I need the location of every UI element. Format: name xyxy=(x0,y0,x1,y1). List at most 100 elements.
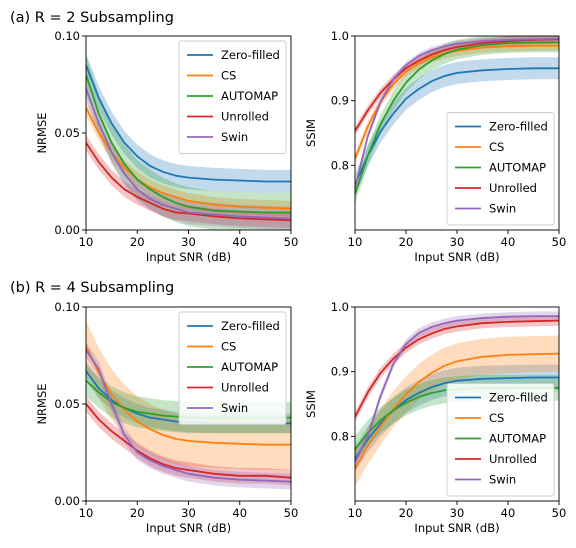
legend-box xyxy=(446,383,555,497)
legend-label-swin: Swin xyxy=(489,473,516,487)
y-tick-label: 0.9 xyxy=(331,365,349,379)
line-automap xyxy=(355,41,559,195)
band-automap xyxy=(355,36,559,205)
y-tick-label: 0.9 xyxy=(331,94,349,108)
legend-label-cs: CS xyxy=(221,340,236,354)
band-cs xyxy=(86,320,291,470)
legend-label-cs: CS xyxy=(489,411,504,425)
y-tick-label: 0.10 xyxy=(54,29,80,43)
band-cs xyxy=(86,100,291,217)
x-tick-label: 40 xyxy=(232,235,247,249)
legend-label-swin: Swin xyxy=(221,130,248,144)
x-tick-label: 20 xyxy=(399,235,414,249)
x-tick-label: 30 xyxy=(181,506,196,520)
x-tick-label: 40 xyxy=(501,506,516,520)
chart-panel-2: 10 20 30 40 50 0.8 0.9 1.0 Input SNR (dB) SSIM Zer… xyxy=(304,29,566,264)
x-axis-label: Input SNR (dB) xyxy=(414,250,499,264)
x-tick-label: 40 xyxy=(232,506,247,520)
x-tick-label: 30 xyxy=(450,506,465,520)
x-tick-label: 20 xyxy=(399,506,414,520)
line-unrolled xyxy=(86,142,291,222)
legend-label-cs: CS xyxy=(489,140,504,154)
y-axis-label: NRMSE xyxy=(35,112,49,153)
lines-1 xyxy=(86,64,291,222)
lines-4 xyxy=(355,315,559,470)
y-tick-label: 0.05 xyxy=(54,397,80,411)
y-tick-label: 0.00 xyxy=(54,494,80,508)
y-tick-label: 0.05 xyxy=(54,126,80,140)
y-tick-label: 0.00 xyxy=(54,223,80,237)
x-axis-label: Input SNR (dB) xyxy=(146,521,231,535)
band-swin xyxy=(86,76,291,230)
x-tick-label: 10 xyxy=(79,506,94,520)
legend-label-cs: CS xyxy=(221,69,236,83)
line-swin xyxy=(86,88,291,220)
x-tick-label: 40 xyxy=(501,235,516,249)
legend: Zero-filled CS AUTOMAP Unrolled Swin xyxy=(178,311,287,425)
line-swin xyxy=(355,37,559,189)
x-tick-label: 50 xyxy=(552,506,567,520)
x-tick-label: 30 xyxy=(181,235,196,249)
x-tick-label: 30 xyxy=(450,235,465,249)
y-tick-label: 1.0 xyxy=(331,300,349,314)
legend-label-zero-filled: Zero-filled xyxy=(221,319,280,333)
band-zero-filled xyxy=(86,53,291,194)
legend-box xyxy=(178,311,287,425)
legend: Zero-filled CS AUTOMAP Unrolled Swin xyxy=(446,383,555,497)
line-zero-filled xyxy=(355,376,559,460)
band-zero-filled xyxy=(355,57,559,196)
x-axis-label: Input SNR (dB) xyxy=(146,250,231,264)
line-swin xyxy=(355,315,559,463)
line-zero-filled xyxy=(86,64,291,183)
x-tick-label: 50 xyxy=(284,235,299,249)
band-zero-filled xyxy=(355,364,559,472)
chart-panel-3: 10 20 30 40 50 0.00 0.05 0.10 Input SNR (dB) NRMS… xyxy=(35,300,298,535)
band-automap xyxy=(86,55,291,230)
y-tick-label: 1.0 xyxy=(331,29,349,43)
line-unrolled xyxy=(355,319,559,418)
line-automap xyxy=(86,74,291,214)
line-zero-filled xyxy=(355,67,559,186)
x-tick-label: 50 xyxy=(284,506,299,520)
legend-label-zero-filled: Zero-filled xyxy=(221,48,280,62)
x-tick-label: 20 xyxy=(130,235,145,249)
legend: Zero-filled CS AUTOMAP Unrolled Swin xyxy=(446,112,555,226)
legend-label-automap: AUTOMAP xyxy=(489,432,546,446)
line-unrolled xyxy=(355,38,559,132)
chart-panel-4: 10 20 30 40 50 0.8 0.9 1.0 Input SNR (dB) SSIM Zer… xyxy=(304,300,566,535)
legend-box xyxy=(178,40,287,154)
line-swin xyxy=(86,349,291,483)
legend: Zero-filled CS AUTOMAP Unrolled Swin xyxy=(178,40,287,154)
x-tick-label: 10 xyxy=(348,506,363,520)
x-tick-label: 20 xyxy=(130,506,145,520)
y-tick-label: 0.8 xyxy=(331,158,349,172)
legend-label-unrolled: Unrolled xyxy=(489,181,537,195)
legend-label-swin: Swin xyxy=(221,401,248,415)
y-axis-label: SSIM xyxy=(304,119,318,147)
x-tick-label: 50 xyxy=(552,235,567,249)
legend-label-automap: AUTOMAP xyxy=(489,161,546,175)
y-tick-label: 0.10 xyxy=(54,300,80,314)
x-tick-label: 10 xyxy=(79,235,94,249)
lines-2 xyxy=(355,37,559,195)
line-unrolled xyxy=(86,403,291,479)
line-cs xyxy=(355,352,559,470)
legend-label-unrolled: Unrolled xyxy=(489,452,537,466)
x-axis-label: Input SNR (dB) xyxy=(414,521,499,535)
legend-label-swin: Swin xyxy=(489,202,516,216)
legend-label-unrolled: Unrolled xyxy=(221,110,269,124)
row-title-a: (a) R = 2 Subsampling xyxy=(10,10,174,26)
band-unrolled xyxy=(355,315,559,423)
line-cs xyxy=(86,345,291,446)
legend-label-zero-filled: Zero-filled xyxy=(489,391,548,405)
legend-label-automap: AUTOMAP xyxy=(221,360,278,374)
y-axis-label: SSIM xyxy=(304,390,318,418)
y-tick-label: 0.8 xyxy=(331,429,349,443)
legend-box xyxy=(446,112,555,226)
chart-panel-1: 10 20 30 40 50 0.00 0.05 0.10 Input SNR (dB) NRMS… xyxy=(35,29,298,264)
legend-label-zero-filled: Zero-filled xyxy=(489,120,548,134)
band-cs xyxy=(355,335,559,487)
x-tick-label: 10 xyxy=(348,235,363,249)
legend-label-unrolled: Unrolled xyxy=(221,381,269,395)
